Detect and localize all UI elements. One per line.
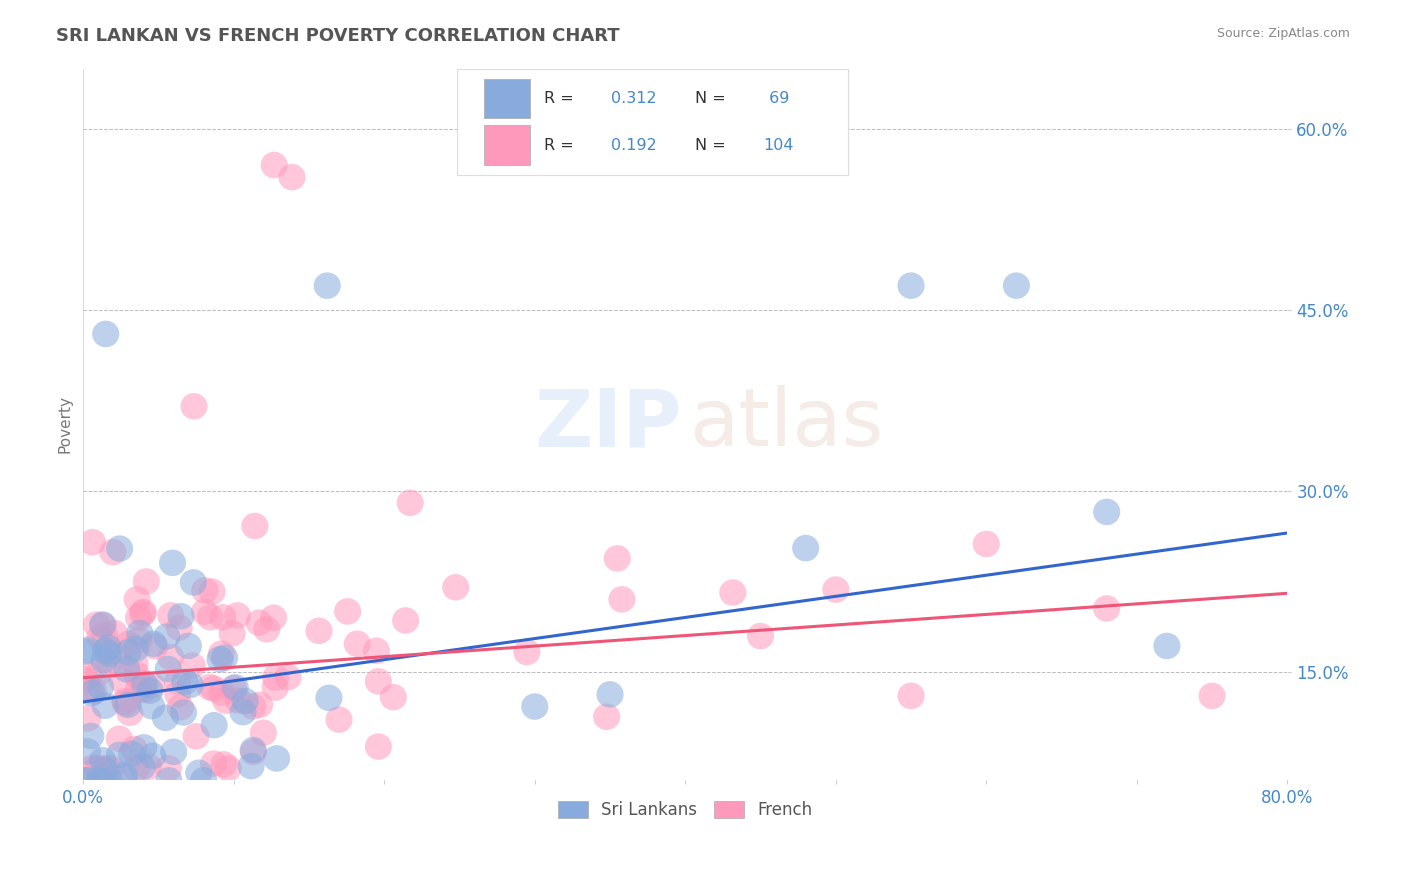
- FancyBboxPatch shape: [457, 69, 848, 176]
- Text: atlas: atlas: [689, 385, 883, 464]
- Text: R =: R =: [544, 138, 579, 153]
- Text: N =: N =: [695, 91, 731, 106]
- FancyBboxPatch shape: [484, 126, 530, 165]
- Text: Source: ZipAtlas.com: Source: ZipAtlas.com: [1216, 27, 1350, 40]
- Text: SRI LANKAN VS FRENCH POVERTY CORRELATION CHART: SRI LANKAN VS FRENCH POVERTY CORRELATION…: [56, 27, 620, 45]
- Text: R =: R =: [544, 91, 579, 106]
- Text: 69: 69: [763, 91, 789, 106]
- Text: 104: 104: [763, 138, 794, 153]
- Text: N =: N =: [695, 138, 731, 153]
- Y-axis label: Poverty: Poverty: [58, 395, 72, 453]
- Text: 0.192: 0.192: [610, 138, 657, 153]
- Legend: Sri Lankans, French: Sri Lankans, French: [551, 794, 820, 825]
- FancyBboxPatch shape: [484, 79, 530, 119]
- Text: ZIP: ZIP: [534, 385, 682, 464]
- Text: 0.312: 0.312: [610, 91, 657, 106]
